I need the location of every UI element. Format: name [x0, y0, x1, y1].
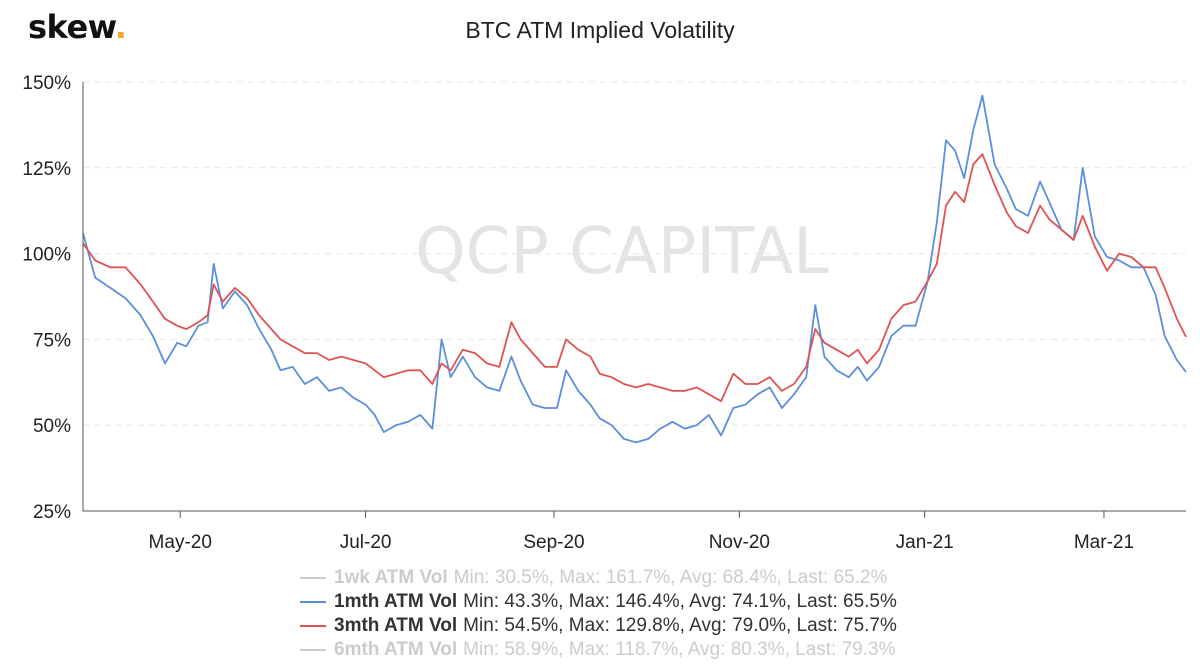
y-tick-label: 100% — [22, 245, 71, 266]
legend-series-stats: Min: 58.9%, Max: 118.7%, Avg: 80.3%, Las… — [463, 639, 896, 660]
y-tick-label: 50% — [33, 416, 71, 437]
legend-swatch — [300, 625, 326, 627]
legend-series-name: 3mth ATM Vol — [334, 615, 458, 636]
x-tick-label: Jan-21 — [896, 532, 954, 553]
series-line-1mth-atm-vol — [82, 94, 1187, 444]
legend-item[interactable]: 1mth ATM Vol Min: 43.3%, Max: 146.4%, Avg… — [300, 590, 1020, 614]
x-tick-label: Nov-20 — [709, 532, 770, 553]
x-tick-label: Jul-20 — [340, 532, 392, 553]
y-tick-label: 25% — [33, 502, 71, 523]
skew-logo: skew. — [28, 8, 127, 46]
legend-series-name: 1mth ATM Vol — [334, 591, 458, 612]
legend-series-stats: Min: 30.5%, Max: 161.7%, Avg: 68.4%, Las… — [453, 567, 888, 588]
y-tick-label: 150% — [22, 73, 71, 94]
y-tick-label: 75% — [33, 330, 71, 351]
series-line-3mth-atm-vol — [82, 153, 1187, 403]
x-tick-label: Mar-21 — [1074, 532, 1134, 553]
legend-series-name: 1wk ATM Vol — [334, 567, 448, 588]
y-tick-label: 125% — [22, 159, 71, 180]
legend-swatch — [300, 577, 326, 579]
x-tick-label: Sep-20 — [523, 532, 584, 553]
legend-item[interactable]: 6mth ATM Vol Min: 58.9%, Max: 118.7%, Avg… — [300, 638, 1020, 662]
legend-swatch — [300, 601, 326, 603]
x-tick-label: May-20 — [149, 532, 212, 553]
legend: 1wk ATM Vol Min: 30.5%, Max: 161.7%, Avg:… — [300, 566, 1020, 662]
legend-series-stats: Min: 54.5%, Max: 129.8%, Avg: 79.0%, Las… — [463, 615, 897, 636]
chart-canvas: QCP CAPITAL 25% 50% 75% 100% 125% 150% May-20… — [22, 73, 1187, 553]
watermark: QCP CAPITAL — [415, 215, 829, 289]
legend-series-name: 6mth ATM Vol — [334, 639, 458, 660]
legend-item[interactable]: 1wk ATM Vol Min: 30.5%, Max: 161.7%, Avg:… — [300, 566, 1020, 590]
legend-item[interactable]: 3mth ATM Vol Min: 54.5%, Max: 129.8%, Avg… — [300, 614, 1020, 638]
chart-title: BTC ATM Implied Volatility — [465, 17, 735, 43]
legend-swatch — [300, 649, 326, 651]
legend-series-stats: Min: 43.3%, Max: 146.4%, Avg: 74.1%, Las… — [463, 591, 897, 612]
